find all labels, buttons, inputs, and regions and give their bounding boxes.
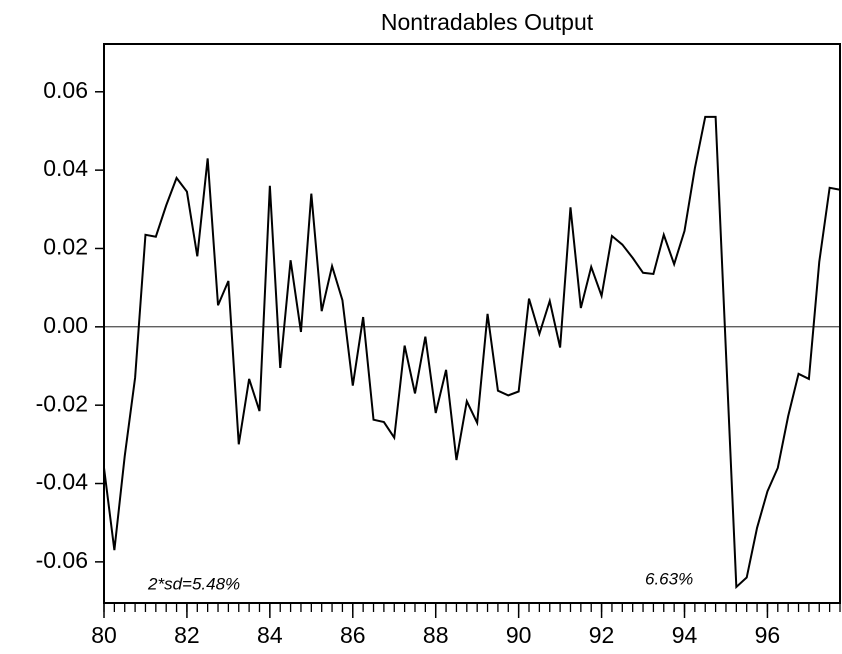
annotation: 6.63% [645, 569, 693, 588]
plot-frame [103, 43, 841, 604]
x-tick-label: 84 [257, 622, 283, 648]
x-tick-label: 88 [423, 622, 449, 648]
y-tick-label: 0.06 [43, 77, 88, 103]
y-tick-label: -0.06 [36, 547, 88, 573]
chart-title: Nontradables Output [381, 9, 594, 35]
x-tick-label: 80 [91, 622, 117, 648]
y-tick-label: 0.04 [43, 155, 88, 181]
annotation: 2*sd=5.48% [147, 574, 240, 593]
line-series [103, 115, 841, 590]
x-tick-label: 92 [589, 622, 615, 648]
y-tick-label: -0.02 [36, 390, 88, 416]
y-tick-label: 0.02 [43, 234, 88, 260]
x-tick-label: 94 [672, 622, 698, 648]
y-tick-label: -0.04 [36, 469, 89, 495]
x-tick-label: 96 [755, 622, 781, 648]
x-tick-label: 86 [340, 622, 366, 648]
x-tick-label: 82 [174, 622, 200, 648]
x-tick-label: 90 [506, 622, 532, 648]
y-tick-label: 0.00 [43, 312, 88, 338]
